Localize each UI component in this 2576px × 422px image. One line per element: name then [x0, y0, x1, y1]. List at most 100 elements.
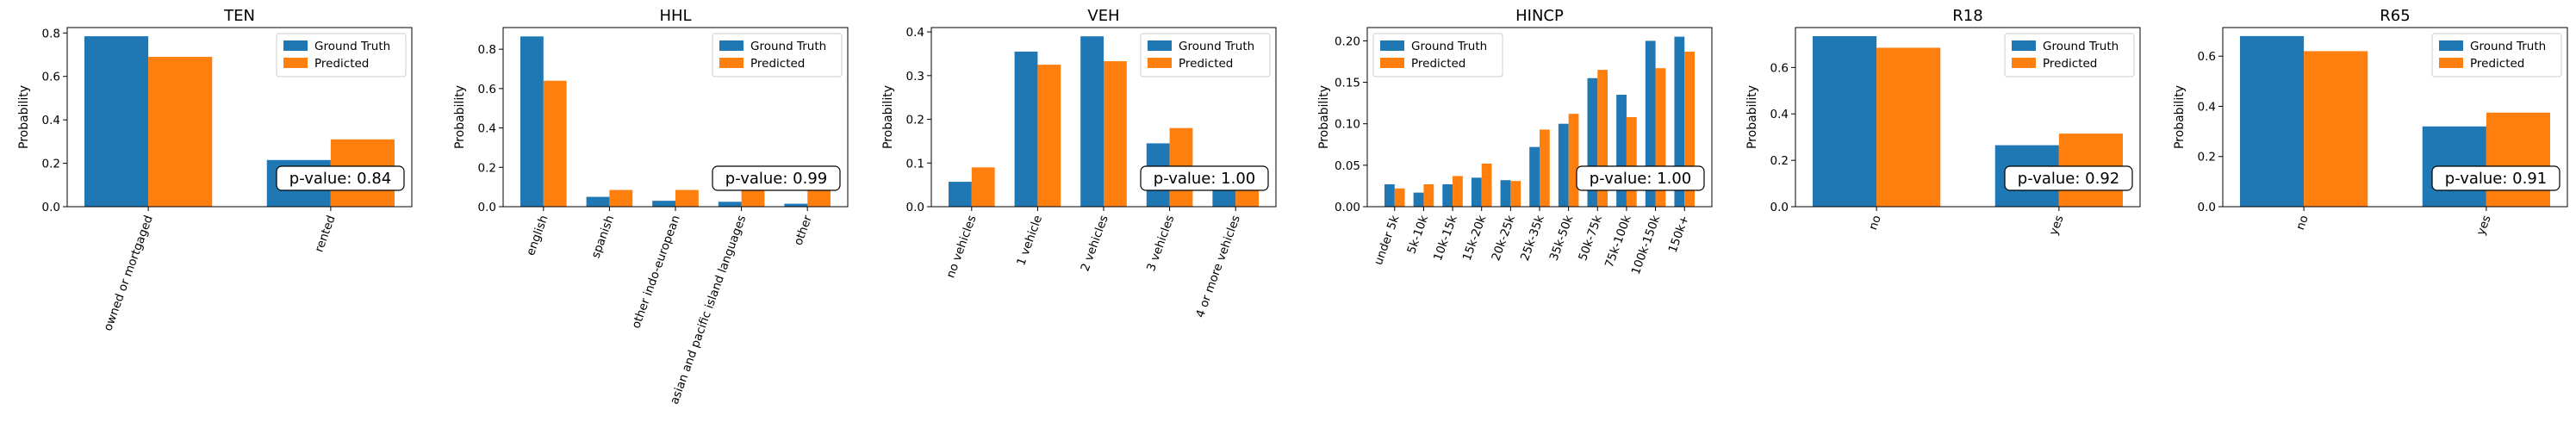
- ground-truth-bar-1: [1413, 192, 1424, 207]
- axes-frame: [1366, 27, 1713, 208]
- p-value-box: [1140, 165, 1269, 191]
- y-tick-label: 0.4: [2198, 100, 2216, 114]
- predicted-bar-0: [543, 80, 567, 208]
- legend-label: Predicted: [750, 57, 805, 71]
- legend: Ground Truth Predicted: [712, 33, 843, 78]
- ground-truth-bar-0: [1813, 35, 1877, 207]
- p-value-box: [276, 165, 405, 191]
- y-tick-label: 0.2: [906, 114, 924, 127]
- legend-swatch: [1148, 58, 1172, 68]
- subplot-title: R18: [1952, 7, 1982, 25]
- x-tick-label: no: [2293, 214, 2312, 232]
- predicted-bar-0: [1876, 47, 1941, 207]
- predicted-bar-10: [1684, 51, 1695, 208]
- p-value-annotation: p-value: 0.91: [2431, 165, 2560, 191]
- p-value-box: [2431, 165, 2560, 191]
- y-axis-label: Probability: [2173, 85, 2187, 149]
- x-tick-label: 2 vehicles: [1078, 214, 1111, 273]
- predicted-bar-0: [1394, 188, 1405, 207]
- y-tick-label: 0.4: [42, 114, 60, 127]
- legend-swatch: [719, 40, 744, 51]
- p-value-text: p-value: 0.91: [2445, 170, 2547, 188]
- x-tick-label: 20k-25k: [1489, 214, 1518, 263]
- legend-label: Ground Truth: [750, 40, 826, 53]
- legend-swatch: [2439, 58, 2463, 68]
- legend: Ground Truth Predicted: [1140, 33, 1271, 78]
- y-tick-label: 0.1: [906, 157, 924, 171]
- x-tick-label: 4 or more vehicles: [1193, 214, 1243, 320]
- y-tick-label: 0.0: [42, 201, 60, 214]
- legend-label: Ground Truth: [1179, 40, 1254, 53]
- x-tick-label: no vehicles: [943, 214, 979, 280]
- y-tick-label: 0.0: [1770, 201, 1789, 214]
- legend-swatch: [2012, 58, 2036, 68]
- y-tick-label: 0.4: [478, 122, 496, 136]
- p-value-box: [2004, 165, 2133, 191]
- subplot-r65: 0.0 0.2 0.4 0.6 no yes R65 Probability Ground Tr…: [2173, 7, 2568, 237]
- legend-box: [1372, 33, 1503, 78]
- legend-label: Ground Truth: [2043, 40, 2119, 53]
- predicted-bar-2: [1453, 176, 1463, 207]
- y-tick-label: 0.6: [478, 83, 496, 96]
- legend-swatch: [2012, 40, 2036, 51]
- ground-truth-bar-8: [1616, 95, 1627, 207]
- axes-frame: [2222, 27, 2568, 208]
- x-tick-label: spanish: [588, 214, 617, 260]
- subplot-hhl: 0.0 0.2 0.4 0.6 0.8 english spanish other indo-…: [453, 7, 849, 406]
- x-tick-label: other indo-european: [629, 214, 682, 331]
- axes-frame: [930, 27, 1277, 208]
- predicted-bar-8: [1626, 117, 1637, 207]
- p-value-annotation: p-value: 0.92: [2004, 165, 2133, 191]
- x-tick-label: 15k-20k: [1460, 214, 1490, 263]
- p-value-text: p-value: 0.84: [289, 170, 391, 188]
- predicted-bar-0: [971, 167, 995, 207]
- predicted-bar-3: [741, 189, 765, 207]
- ground-truth-bar-3: [718, 202, 742, 207]
- p-value-annotation: p-value: 1.00: [1576, 165, 1705, 191]
- ground-truth-bar-0: [949, 182, 972, 207]
- y-tick-label: 0.2: [478, 161, 496, 175]
- predicted-bar-1: [1423, 184, 1434, 207]
- x-tick-label: 25k-35k: [1518, 214, 1547, 263]
- predicted-bar-4: [1510, 181, 1521, 207]
- legend-box: [2004, 33, 2135, 78]
- x-tick-label: 35k-50k: [1547, 214, 1577, 263]
- p-value-annotation: p-value: 0.84: [276, 165, 405, 191]
- y-tick-label: 0.6: [42, 71, 60, 84]
- predicted-bar-6: [1568, 114, 1579, 207]
- predicted-bar-1: [2486, 112, 2550, 207]
- ground-truth-bar-1: [1014, 51, 1038, 208]
- legend: Ground Truth Predicted: [2431, 33, 2562, 78]
- legend: Ground Truth Predicted: [276, 33, 407, 78]
- y-tick-label: 0.10: [1335, 118, 1360, 132]
- ground-truth-bar-2: [1080, 36, 1104, 208]
- y-tick-label: 0.2: [2198, 151, 2216, 164]
- legend-swatch: [1380, 40, 1404, 51]
- y-tick-label: 0.4: [1770, 108, 1789, 121]
- ground-truth-bar-0: [520, 36, 544, 207]
- x-tick-label: under 5k: [1372, 214, 1403, 267]
- legend-label: Ground Truth: [1411, 40, 1487, 53]
- predicted-bar-4: [807, 187, 831, 207]
- y-tick-label: 0.6: [1770, 61, 1789, 75]
- x-tick-label: rented: [312, 214, 338, 254]
- subplot-title: R65: [2380, 7, 2410, 25]
- legend-label: Predicted: [314, 57, 369, 71]
- subplot-r18: 0.0 0.2 0.4 0.6 no yes R18 Probability Ground Tr…: [1745, 7, 2141, 237]
- legend-swatch: [283, 58, 308, 68]
- x-tick-label: other: [792, 213, 815, 247]
- axes-frame: [66, 27, 413, 208]
- ground-truth-bar-4: [1500, 180, 1511, 207]
- ground-truth-bar-5: [1529, 146, 1540, 207]
- y-tick-label: 0.0: [2198, 201, 2216, 214]
- y-axis-label: Probability: [453, 85, 467, 149]
- predicted-bar-0: [148, 57, 213, 207]
- subplot-hincp: 0.00 0.05 0.10 0.15 0.20 under 5k 5k-10k 10k-15…: [1317, 7, 1713, 276]
- y-tick-label: 0.15: [1335, 77, 1360, 90]
- legend-label: Predicted: [1179, 57, 1233, 71]
- ground-truth-bar-9: [1645, 40, 1656, 207]
- ground-truth-bar-0: [1384, 184, 1395, 207]
- predicted-bar-1: [1037, 65, 1061, 208]
- y-tick-label: 0.4: [906, 26, 924, 40]
